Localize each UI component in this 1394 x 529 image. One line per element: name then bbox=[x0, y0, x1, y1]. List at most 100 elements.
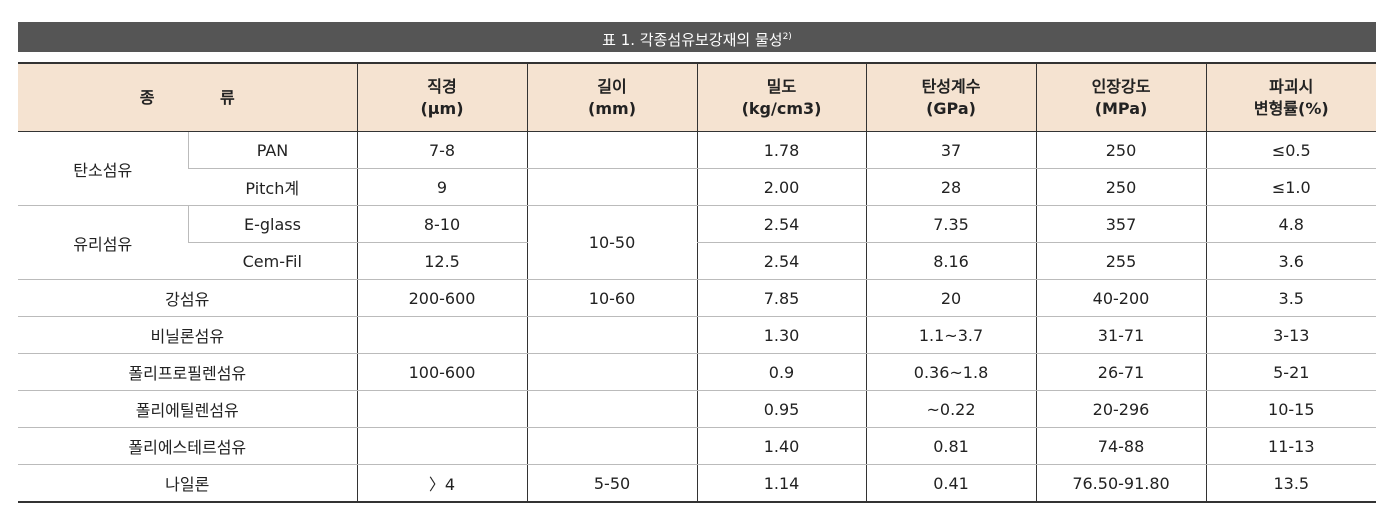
cell: 7.85 bbox=[696, 279, 867, 317]
header-text: 길이 bbox=[597, 76, 627, 96]
header-text: 파괴시 bbox=[1269, 76, 1314, 96]
cell: 74-88 bbox=[1035, 427, 1207, 465]
cell: PAN bbox=[187, 131, 358, 169]
header-text: (μm) bbox=[420, 98, 464, 118]
cell: 폴리프로필렌섬유 bbox=[18, 353, 358, 391]
cell: 3-13 bbox=[1205, 316, 1377, 354]
cell: 2.54 bbox=[696, 242, 867, 280]
cell: 13.5 bbox=[1205, 464, 1377, 503]
header-text: (MPa) bbox=[1094, 98, 1148, 118]
cell: 4.8 bbox=[1205, 205, 1377, 243]
empty-cell bbox=[356, 427, 528, 465]
row: Pitch계 9 2.00 28 250 ≤1.0 bbox=[18, 168, 1377, 206]
header-text: 밀도 bbox=[766, 76, 797, 96]
empty-cell bbox=[526, 390, 698, 428]
cell: 1.30 bbox=[696, 316, 867, 354]
cell: 나일론 bbox=[18, 464, 358, 503]
cell: 10-15 bbox=[1205, 390, 1377, 428]
cell: 357 bbox=[1035, 205, 1207, 243]
header-cell: 탄성계수 (GPa) bbox=[865, 62, 1037, 132]
cell: 0.95 bbox=[696, 390, 867, 428]
row: 강섬유 200-600 10-60 7.85 20 40-200 3.5 bbox=[18, 279, 1377, 317]
header-text: (GPa) bbox=[926, 98, 976, 118]
cell: 9 bbox=[356, 168, 528, 206]
cell: 유리섬유 bbox=[18, 205, 188, 280]
cell: 폴리에스테르섬유 bbox=[18, 427, 358, 465]
empty-cell bbox=[356, 316, 528, 354]
cell: 폴리에틸렌섬유 bbox=[18, 390, 358, 428]
title-note: 2) bbox=[782, 32, 792, 42]
cell: 255 bbox=[1035, 242, 1207, 280]
cell: 1.1~3.7 bbox=[865, 316, 1037, 354]
cell: 탄소섬유 bbox=[18, 131, 188, 206]
cell: 8.16 bbox=[865, 242, 1037, 280]
cell: 5-50 bbox=[526, 464, 698, 503]
cell: 7.35 bbox=[865, 205, 1037, 243]
cell: 1.78 bbox=[696, 131, 867, 169]
cell: 11-13 bbox=[1205, 427, 1377, 465]
cell: Cem-Fil bbox=[188, 242, 358, 280]
table-title: 표 1. 각종섬유보강재의 물성2) bbox=[18, 22, 1376, 52]
empty-cell bbox=[526, 131, 698, 169]
cell: ~0.22 bbox=[865, 390, 1037, 428]
header-text: 인장강도 bbox=[1091, 76, 1151, 96]
header-text: (mm) bbox=[588, 98, 636, 118]
cell: 31-71 bbox=[1035, 316, 1207, 354]
row: 나일론 〉4 5-50 1.14 0.41 76.50-91.80 13.5 bbox=[18, 464, 1377, 503]
empty-cell bbox=[526, 168, 698, 206]
table-body: 탄소섬유 PAN 7-8 1.78 37 250 ≤0.5 Pitch계 9 2.00 28 250… bbox=[18, 131, 1377, 503]
header-text: (kg/cm3) bbox=[741, 98, 822, 118]
cell: 비닐론섬유 bbox=[18, 316, 358, 354]
row: 탄소섬유 PAN 7-8 1.78 37 250 ≤0.5 bbox=[18, 131, 1377, 206]
cell: 37 bbox=[865, 131, 1037, 169]
cell: 5-21 bbox=[1205, 353, 1377, 391]
cell: 1.14 bbox=[696, 464, 867, 503]
cell: 10-50 bbox=[526, 205, 698, 280]
cell: 1.40 bbox=[696, 427, 867, 465]
empty-cell bbox=[526, 353, 698, 391]
cell: 0.36~1.8 bbox=[865, 353, 1037, 391]
row: 폴리에스테르섬유 1.40 0.81 74-88 11-13 bbox=[18, 427, 1377, 465]
cell: 100-600 bbox=[356, 353, 528, 391]
empty-cell bbox=[356, 390, 528, 428]
cell: ≤1.0 bbox=[1205, 168, 1377, 206]
header-cell: 종 류 bbox=[18, 62, 358, 132]
empty-cell bbox=[526, 427, 698, 465]
row: 폴리에틸렌섬유 0.95 ~0.22 20-296 10-15 bbox=[18, 390, 1377, 428]
header-text: 변형률(%) bbox=[1253, 98, 1329, 118]
header-text: 직경 bbox=[427, 76, 457, 96]
header-row: 종 류 직경 (μm) 길이 (mm) 밀도 (kg/cm3) 탄성계수 (GPa) 인장강도 (M… bbox=[18, 62, 1377, 132]
row: 비닐론섬유 1.30 1.1~3.7 31-71 3-13 bbox=[18, 316, 1377, 354]
header-cell: 직경 (μm) bbox=[356, 62, 528, 132]
empty-cell bbox=[526, 316, 698, 354]
header-cell: 인장강도 (MPa) bbox=[1035, 62, 1207, 132]
cell: 10-60 bbox=[526, 279, 698, 317]
cell: 76.50-91.80 bbox=[1035, 464, 1207, 503]
row: Cem-Fil 12.5 2.54 8.16 255 3.6 bbox=[18, 242, 1377, 280]
cell: 〉4 bbox=[356, 464, 528, 503]
header-cell: 길이 (mm) bbox=[526, 62, 698, 132]
title-text: 표 1. 각종섬유보강재의 물성 bbox=[602, 31, 783, 49]
header-text: 탄성계수 bbox=[921, 76, 981, 96]
cell: 40-200 bbox=[1035, 279, 1207, 317]
cell: 3.6 bbox=[1205, 242, 1377, 280]
row: 유리섬유 E-glass 8-10 10-50 2.54 7.35 357 4.8 bbox=[18, 205, 1377, 280]
cell: 20 bbox=[865, 279, 1037, 317]
cell: 강섬유 bbox=[18, 279, 358, 317]
cell: 28 bbox=[865, 168, 1037, 206]
cell: 250 bbox=[1035, 131, 1207, 169]
cell: 0.81 bbox=[865, 427, 1037, 465]
header-cell: 밀도 (kg/cm3) bbox=[696, 62, 867, 132]
cell: 20-296 bbox=[1035, 390, 1207, 428]
table: 종 류 직경 (μm) 길이 (mm) 밀도 (kg/cm3) 탄성계수 (GPa) 인장강도 (M… bbox=[18, 62, 1377, 503]
cell: 8-10 bbox=[356, 205, 528, 243]
cell: ≤0.5 bbox=[1205, 131, 1377, 169]
cell: 0.41 bbox=[865, 464, 1037, 503]
cell: E-glass bbox=[187, 205, 358, 243]
cell: 2.00 bbox=[696, 168, 867, 206]
cell: 26-71 bbox=[1035, 353, 1207, 391]
cell: 7-8 bbox=[356, 131, 528, 169]
cell: 0.9 bbox=[696, 353, 867, 391]
cell: 12.5 bbox=[356, 242, 528, 280]
